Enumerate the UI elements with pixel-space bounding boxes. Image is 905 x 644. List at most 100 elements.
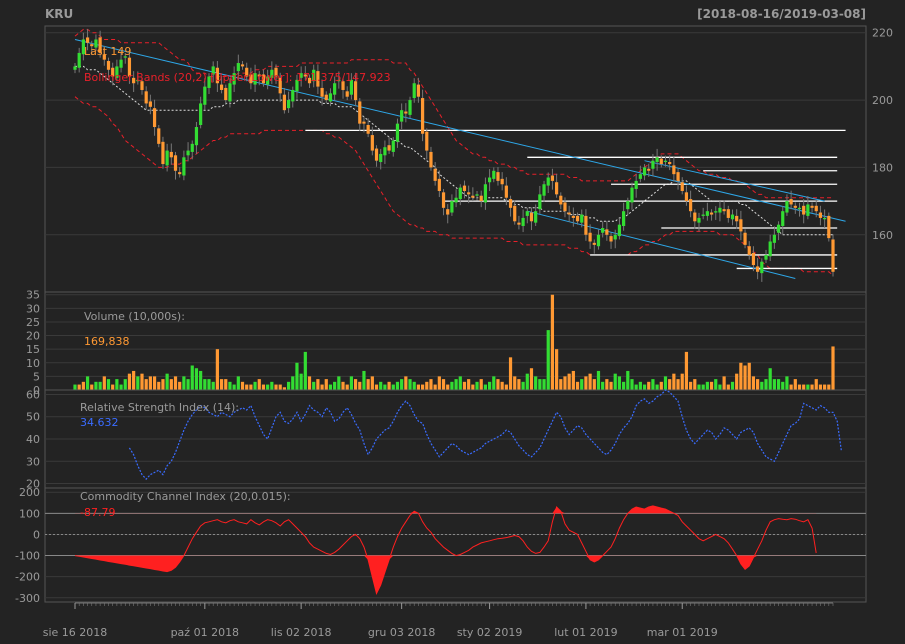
volume-bar	[312, 381, 316, 390]
candle	[492, 170, 496, 179]
volume-bar	[831, 346, 835, 390]
volume-bar	[764, 379, 768, 390]
volume-bar	[94, 381, 98, 390]
y-tick-label: 200	[872, 94, 893, 107]
candle	[349, 79, 353, 95]
candle	[266, 76, 270, 85]
candle	[701, 214, 705, 216]
volume-bar	[739, 362, 743, 390]
volume-bar	[634, 384, 638, 390]
volume-bar	[353, 379, 358, 390]
candle	[739, 219, 743, 232]
volume-bar	[320, 384, 324, 390]
volume-bar	[596, 370, 601, 390]
cci-panel: -300 -200 -100 0 100 200	[15, 486, 867, 605]
candle	[186, 150, 190, 156]
volume-bar	[513, 376, 517, 390]
volume-bar	[517, 379, 521, 390]
y-tick-label: -200	[15, 571, 40, 584]
candle	[207, 76, 211, 88]
volume-bar	[395, 381, 400, 390]
volume-bar	[169, 379, 173, 390]
volume-bar	[622, 381, 626, 390]
volume-bar	[617, 376, 622, 390]
volume-bar	[140, 373, 144, 390]
candle	[831, 239, 835, 272]
candle	[730, 214, 735, 220]
volume-bar	[337, 376, 341, 390]
candle	[601, 228, 605, 233]
volume-bar	[785, 376, 789, 390]
volume-bar	[504, 384, 508, 390]
volume-bar	[408, 379, 412, 390]
candle	[286, 100, 291, 109]
volume-bar	[219, 379, 224, 390]
y-tick-label: -100	[15, 550, 40, 563]
candle	[425, 131, 429, 151]
candle	[316, 71, 320, 87]
volume-bar	[475, 381, 479, 390]
volume-bar	[429, 379, 433, 390]
volume-bar	[793, 379, 797, 390]
volume-bar	[546, 330, 550, 390]
candle	[676, 172, 680, 181]
candle	[240, 64, 245, 67]
candle	[152, 108, 157, 128]
candle	[261, 74, 266, 84]
volume-bar	[249, 384, 253, 390]
candle	[642, 167, 647, 176]
volume-bar	[132, 370, 136, 390]
volume-bar	[555, 349, 559, 390]
candle	[735, 215, 739, 222]
candle	[596, 234, 601, 247]
volume-bar	[663, 376, 668, 390]
volume-bar	[190, 365, 194, 390]
candle	[404, 111, 408, 114]
x-tick-label: sty 02 2019	[457, 626, 523, 639]
candle	[450, 201, 454, 213]
candle	[513, 205, 517, 222]
volume-bar	[601, 381, 605, 390]
volume-bar	[178, 381, 182, 390]
volume-bar	[538, 379, 542, 390]
candle	[693, 212, 697, 222]
volume-bar	[236, 376, 240, 390]
volume-bar	[534, 376, 538, 390]
volume-bar	[550, 294, 555, 390]
candle	[341, 81, 345, 90]
volume-bar	[366, 379, 370, 390]
candle	[190, 143, 194, 152]
volume-bar	[508, 357, 513, 390]
cci-shade-upper	[75, 505, 817, 514]
y-tick-label: 40	[26, 433, 40, 446]
candle	[374, 148, 379, 161]
volume-bar	[735, 373, 739, 390]
volume-bar	[253, 381, 257, 390]
candle	[550, 175, 555, 181]
volume-bar	[797, 384, 802, 390]
volume-last: 169,838	[84, 335, 130, 348]
candle	[295, 79, 299, 92]
volume-bar	[676, 379, 680, 390]
y-tick-label: 180	[872, 161, 893, 174]
candle	[274, 67, 278, 77]
volume-bar	[709, 381, 714, 390]
candle	[500, 178, 504, 185]
candle	[236, 63, 240, 72]
volume-bar	[203, 379, 207, 390]
volume-bar	[73, 384, 77, 390]
candle	[542, 184, 546, 196]
volume-bar	[818, 384, 823, 390]
volume-bar	[802, 384, 806, 390]
volume-bar	[266, 384, 270, 390]
y-tick-label: 30	[26, 302, 40, 315]
candle	[689, 199, 693, 212]
candle	[370, 135, 374, 151]
rsi-panel: 20 30 40 50 60	[26, 388, 867, 491]
trend-line	[74, 38, 846, 222]
volume-bar	[722, 376, 726, 390]
volume-bar	[81, 381, 85, 390]
volume-bar	[714, 379, 718, 390]
volume-bar	[374, 384, 379, 390]
